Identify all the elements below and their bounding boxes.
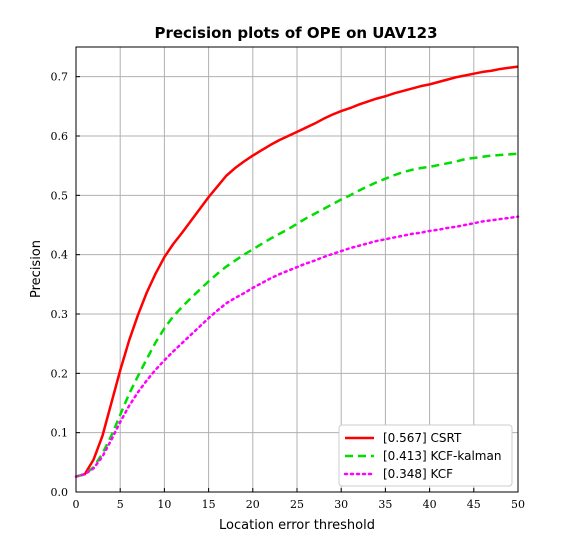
y-tick-label: 0.0 xyxy=(51,486,69,499)
legend: [0.567] CSRT [0.413] KCF-kalman [0.348] KC… xyxy=(338,424,513,487)
legend-label-2: [0.348] KCF xyxy=(383,467,453,481)
legend-box xyxy=(338,424,513,487)
x-tick-label: 20 xyxy=(246,498,260,511)
x-tick-label: 40 xyxy=(423,498,437,511)
x-tick-label: 25 xyxy=(290,498,304,511)
series-line-0 xyxy=(75,65,519,478)
series-lines xyxy=(74,65,520,478)
axis-ticks: 0 5 10 15 20 25 30 35 40 45 50 0.0 0.1 0.2 0.3 0.4 0.5 0.… xyxy=(51,71,526,511)
x-tick-label: 30 xyxy=(334,498,348,511)
series-line-1 xyxy=(75,152,519,478)
y-tick-label: 0.1 xyxy=(51,427,69,440)
series-line-2 xyxy=(74,215,520,478)
y-tick-label: 0.7 xyxy=(51,71,69,84)
x-tick-label: 0 xyxy=(73,498,80,511)
y-tick-label: 0.6 xyxy=(51,130,69,143)
x-tick-label: 50 xyxy=(511,498,525,511)
legend-items: [0.567] CSRT [0.413] KCF-kalman [0.348] KC… xyxy=(343,431,501,481)
x-tick-label: 35 xyxy=(378,498,392,511)
x-tick-label: 15 xyxy=(202,498,216,511)
y-tick-label: 0.5 xyxy=(51,189,69,202)
chart-title: Precision plots of OPE on UAV123 xyxy=(154,24,437,42)
x-tick-label: 45 xyxy=(467,498,481,511)
y-axis-label: Precision xyxy=(29,240,44,298)
x-tick-label: 10 xyxy=(157,498,171,511)
x-tick-label: 5 xyxy=(117,498,124,511)
legend-label-0: [0.567] CSRT xyxy=(383,431,462,445)
y-tick-label: 0.2 xyxy=(51,367,69,380)
x-axis-label: Location error threshold xyxy=(219,518,375,533)
legend-label-1: [0.413] KCF-kalman xyxy=(383,449,501,463)
y-tick-label: 0.3 xyxy=(51,308,69,321)
y-tick-label: 0.4 xyxy=(51,249,69,262)
